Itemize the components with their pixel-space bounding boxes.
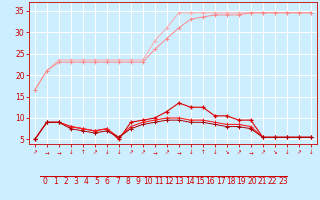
Text: ↑: ↑ <box>81 150 85 155</box>
Text: 4: 4 <box>84 178 89 186</box>
Text: 7: 7 <box>115 178 120 186</box>
Text: 22: 22 <box>268 178 277 186</box>
Text: ↗: ↗ <box>164 150 169 155</box>
Text: ↓: ↓ <box>116 150 121 155</box>
Text: ↘: ↘ <box>225 150 229 155</box>
Text: 19: 19 <box>237 178 246 186</box>
Text: ↓: ↓ <box>105 150 109 155</box>
Text: 10: 10 <box>144 178 153 186</box>
Text: ↘: ↘ <box>273 150 277 155</box>
Text: 3: 3 <box>74 178 79 186</box>
Text: 21: 21 <box>257 178 267 186</box>
Text: →: → <box>153 150 157 155</box>
Text: 12: 12 <box>164 178 174 186</box>
Text: 14: 14 <box>185 178 195 186</box>
Text: ↓: ↓ <box>212 150 217 155</box>
Text: 15: 15 <box>195 178 205 186</box>
Text: 6: 6 <box>105 178 110 186</box>
Text: 23: 23 <box>278 178 288 186</box>
Text: →: → <box>44 150 49 155</box>
Text: 16: 16 <box>206 178 215 186</box>
Text: ↑: ↑ <box>201 150 205 155</box>
Text: ↗: ↗ <box>129 150 133 155</box>
Text: ↓: ↓ <box>308 150 313 155</box>
Text: ↗: ↗ <box>260 150 265 155</box>
Text: 0: 0 <box>43 178 48 186</box>
Text: ↗: ↗ <box>92 150 97 155</box>
Text: ↗: ↗ <box>297 150 301 155</box>
Text: 2: 2 <box>63 178 68 186</box>
Text: 9: 9 <box>136 178 140 186</box>
Text: 8: 8 <box>125 178 130 186</box>
Text: ↓: ↓ <box>188 150 193 155</box>
Text: 11: 11 <box>154 178 164 186</box>
Text: →: → <box>249 150 253 155</box>
Text: →: → <box>177 150 181 155</box>
Text: ↓: ↓ <box>284 150 289 155</box>
Text: ↗: ↗ <box>140 150 145 155</box>
Text: 18: 18 <box>227 178 236 186</box>
Text: ↗: ↗ <box>236 150 241 155</box>
Text: 5: 5 <box>94 178 99 186</box>
Text: ↗: ↗ <box>33 150 37 155</box>
Text: 13: 13 <box>175 178 184 186</box>
Text: ↓: ↓ <box>68 150 73 155</box>
Text: 20: 20 <box>247 178 257 186</box>
Text: →: → <box>57 150 61 155</box>
Text: 17: 17 <box>216 178 226 186</box>
Text: 1: 1 <box>53 178 58 186</box>
